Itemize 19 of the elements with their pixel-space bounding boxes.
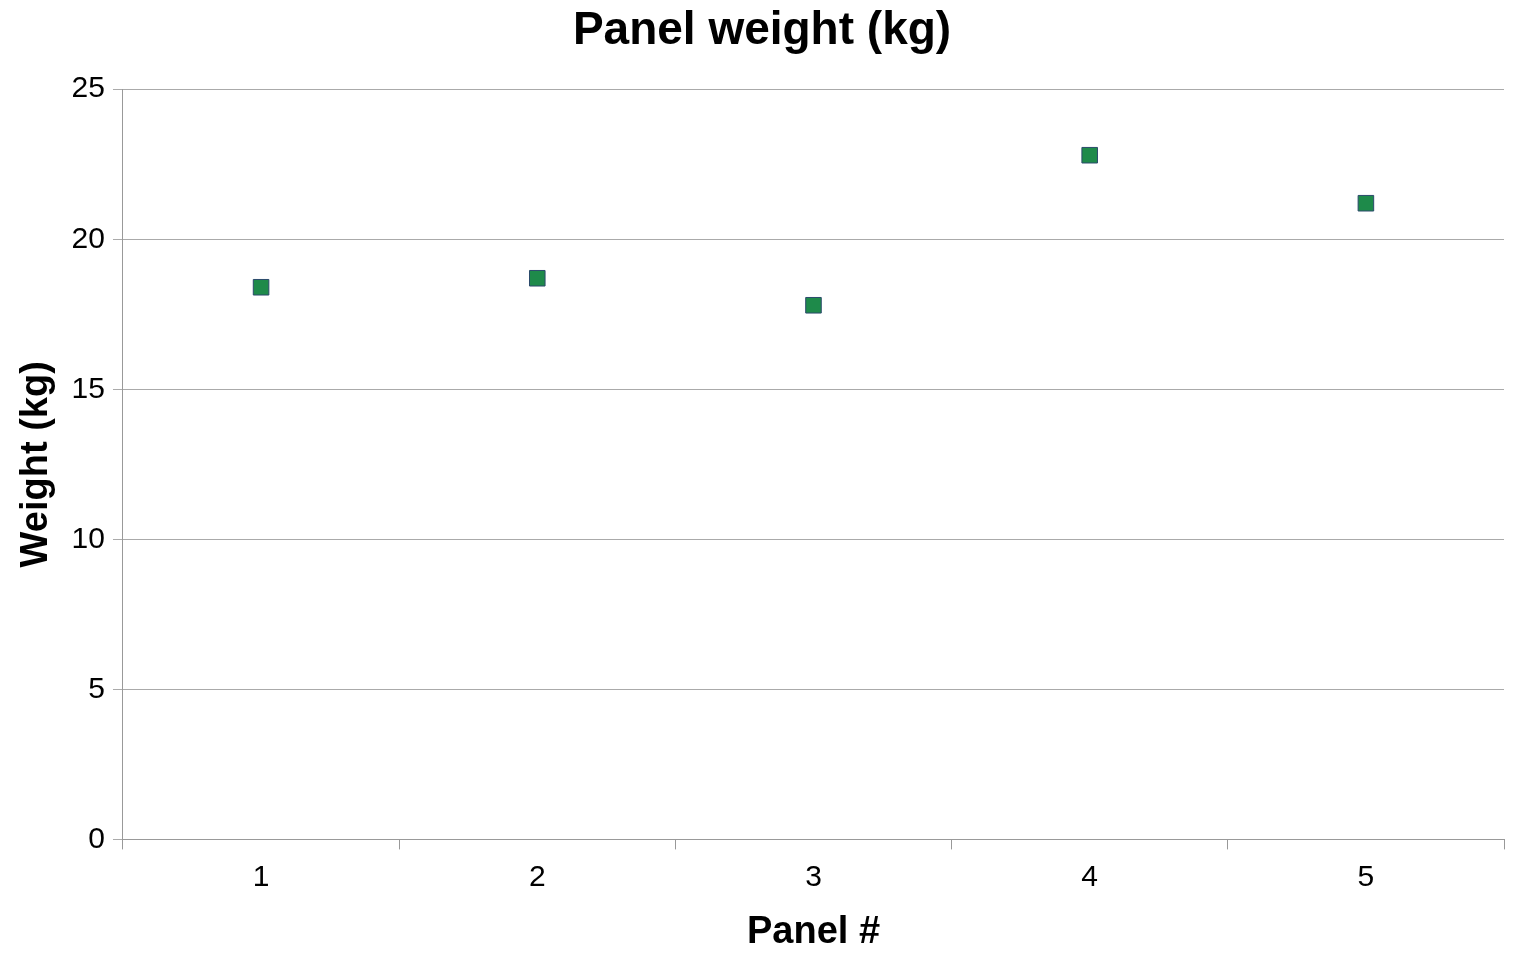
y-tick-label: 20 [71, 220, 105, 254]
x-tick-label: 4 [1081, 858, 1099, 892]
y-axis-title: Weight (kg) [13, 361, 56, 568]
x-tick-label: 3 [805, 858, 822, 892]
chart-title: Panel weight (kg) [572, 2, 952, 55]
y-tick-label: 25 [71, 70, 105, 104]
y-tick-label: 15 [71, 370, 105, 404]
x-axis-title: Panel # [746, 908, 881, 951]
point [1357, 194, 1375, 212]
x-tick-label: 2 [528, 858, 546, 892]
x-tick-label: 1 [252, 858, 270, 892]
point [529, 269, 546, 287]
y-tick-label: 0 [88, 820, 105, 854]
y-tick-label: 10 [71, 520, 105, 554]
x-tick-label: 5 [1357, 858, 1375, 892]
point [252, 278, 270, 296]
y-tick-label: 5 [88, 670, 105, 704]
point [805, 296, 822, 314]
point [1081, 146, 1098, 164]
